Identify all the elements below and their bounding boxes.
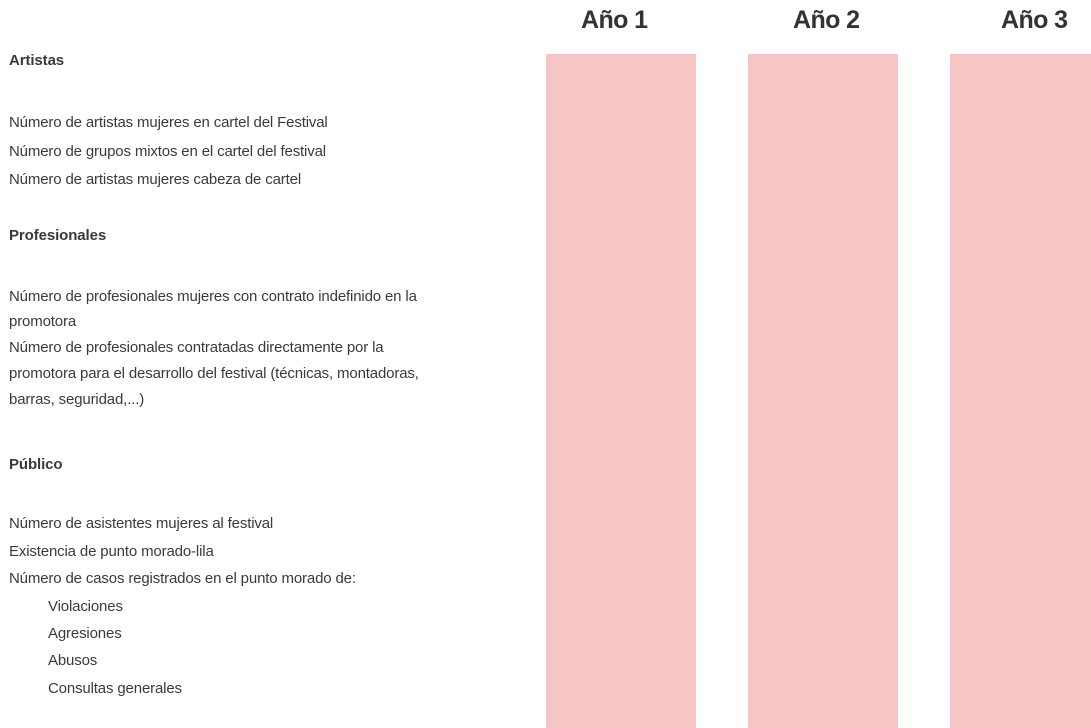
list-subitem: Violaciones <box>48 598 123 615</box>
year-1-header: Año 1 <box>581 6 648 34</box>
section-title-artistas: Artistas <box>9 52 65 69</box>
list-item: Número de profesionales mujeres con cont… <box>9 288 417 305</box>
year-2-header: Año 2 <box>793 6 860 34</box>
list-item: barras, seguridad,...) <box>9 391 145 408</box>
list-item: Número de asistentes mujeres al festival <box>9 515 274 532</box>
list-item: Existencia de punto morado-lila <box>9 543 214 560</box>
list-item: Número de grupos mixtos en el cartel del… <box>9 143 326 160</box>
year-3-column <box>950 54 1091 728</box>
section-title-profesionales: Profesionales <box>9 227 107 244</box>
year-1-column <box>546 54 696 728</box>
list-item: Número de casos registrados en el punto … <box>9 570 356 587</box>
indicators-list: Artistas Número de artistas mujeres en c… <box>9 0 529 728</box>
year-2-column <box>748 54 898 728</box>
list-subitem: Agresiones <box>48 625 122 642</box>
list-item: Número de profesionales contratadas dire… <box>9 339 384 356</box>
list-subitem: Abusos <box>48 652 98 669</box>
list-item: promotora para el desarrollo del festiva… <box>9 365 419 382</box>
list-subitem: Consultas generales <box>48 680 182 697</box>
list-item: Número de artistas mujeres en cartel del… <box>9 114 328 131</box>
list-item: Número de artistas mujeres cabeza de car… <box>9 171 302 188</box>
year-3-header: Año 3 <box>1001 6 1068 34</box>
list-item: promotora <box>9 313 77 330</box>
section-title-publico: Público <box>9 456 63 473</box>
